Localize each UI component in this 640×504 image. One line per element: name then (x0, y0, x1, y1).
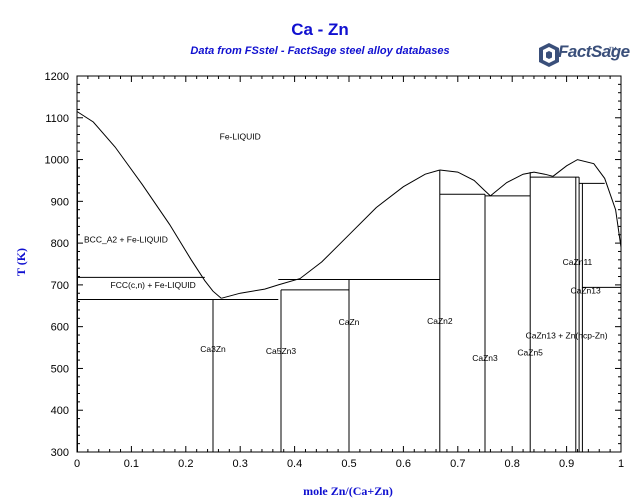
x-tick-label: 0.2 (178, 458, 193, 470)
liquidus-curve-2 (439, 169, 491, 197)
region-label-group: Fe-LIQUID BCC_A2 + Fe-LIQUID FCC(c,n) + Fe… (84, 132, 608, 363)
liquidus-curves (76, 111, 622, 299)
phase-region-label: CaZn2 (427, 316, 453, 326)
phase-boundary-lines (77, 159, 621, 452)
liquidus-curve-0 (76, 111, 222, 299)
liquidus-curve-3 (490, 171, 554, 197)
phase-region-label: CaZn13 (571, 286, 602, 296)
y-tick-label: 400 (51, 405, 69, 417)
y-tick-label: 1100 (45, 113, 69, 125)
x-tick-label: 0.7 (450, 458, 465, 470)
phase-region-label: FCC(c,n) + Fe-LIQUID (111, 280, 196, 290)
phase-region-label: Ca3Zn (200, 344, 226, 354)
chart-subtitle: Data from FSstel - FactSage steel alloy … (190, 45, 450, 57)
x-tick-label: 0.5 (341, 458, 356, 470)
y-tick-label: 900 (51, 196, 69, 208)
phase-region-label: CaZn3 (472, 353, 498, 363)
x-axis-title: mole Zn/(Ca+Zn) (303, 484, 393, 498)
x-tick-label: 0.3 (233, 458, 248, 470)
x-tick-label: 0.8 (505, 458, 520, 470)
phase-region-label: CaZn5 (517, 347, 543, 357)
factsage-logo: FactSage ™ (538, 40, 638, 74)
x-tick-label: 0.4 (287, 458, 302, 470)
phase-region-label: CaZn (339, 317, 360, 327)
phase-region-label: Fe-LIQUID (220, 132, 261, 142)
y-tick-label: 300 (51, 447, 69, 459)
y-tick-label: 800 (51, 238, 69, 250)
chart-title: Ca - Zn (291, 20, 349, 39)
factsage-logo-icon (539, 43, 559, 67)
y-axis-title: T (K) (14, 248, 28, 276)
y-tick-label: 1000 (45, 155, 69, 167)
x-tick-label: 0 (74, 458, 80, 470)
x-tick-label: 0.6 (396, 458, 411, 470)
logo-text: FactSage (558, 42, 630, 61)
x-tick-label: 0.1 (124, 458, 139, 470)
y-tick-label: 700 (51, 280, 69, 292)
x-tick-label: 1 (618, 458, 624, 470)
phase-region-label: Ca5Zn3 (266, 346, 297, 356)
x-tick-label: 0.9 (559, 458, 574, 470)
y-tick-label: 1200 (45, 71, 69, 83)
liquidus-curve-4 (552, 159, 622, 248)
phase-region-label: BCC_A2 + Fe-LIQUID (84, 235, 168, 245)
liquidus-curve-1 (221, 169, 440, 299)
logo-trademark: ™ (608, 45, 617, 55)
phase-region-label: CaZn11 (563, 257, 593, 267)
axis-ticks: 0 0.1 0.2 0.3 0.4 0.5 0.6 0.7 0.8 0.9 1 300 400 500 60… (45, 71, 625, 470)
y-tick-label: 600 (51, 322, 69, 334)
region-labels: Fe-LIQUID BCC_A2 + Fe-LIQUID FCC(c,n) + Fe… (84, 132, 608, 363)
phase-region-label: CaZn13 + Zn(hcp-Zn) (526, 330, 608, 340)
y-tick-label: 500 (51, 363, 69, 375)
